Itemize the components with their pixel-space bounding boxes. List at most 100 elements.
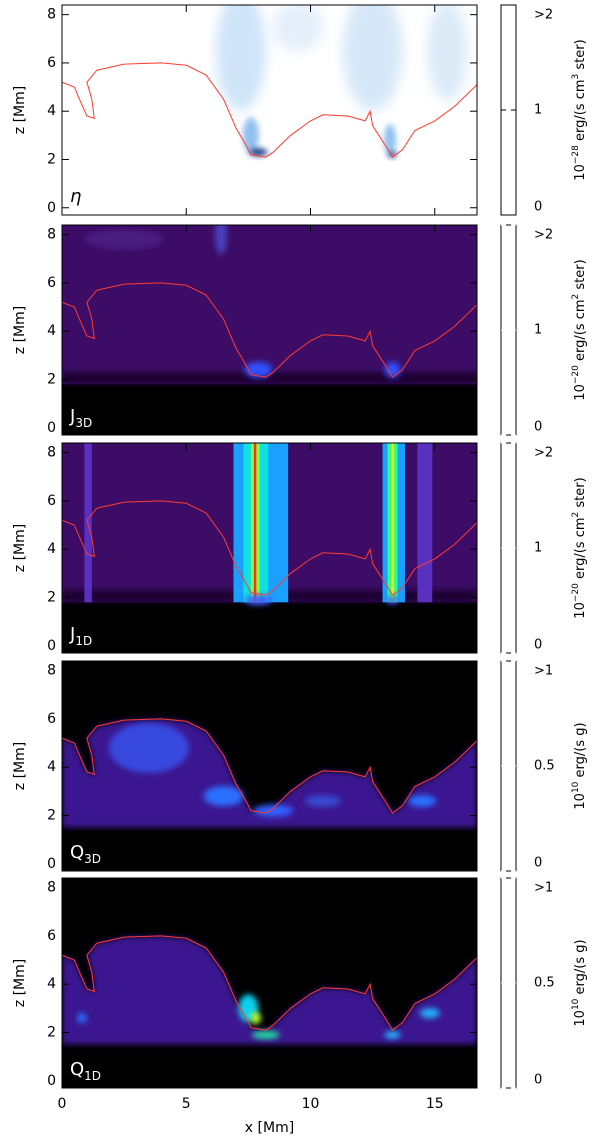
contour-line bbox=[62, 935, 477, 1031]
haze bbox=[273, 5, 324, 52]
colorbar-tick-label: >2 bbox=[534, 228, 553, 243]
glow bbox=[244, 361, 273, 378]
y-axis-label: z [Mm] bbox=[12, 306, 28, 354]
y-tick-label: 6 bbox=[47, 928, 56, 944]
x-tick-label: 5 bbox=[182, 1096, 191, 1112]
panel-label: J3D bbox=[69, 406, 92, 430]
y-tick-label: 8 bbox=[47, 7, 56, 23]
heatmap-image bbox=[62, 443, 477, 653]
heatmap-image bbox=[62, 225, 477, 435]
column bbox=[391, 443, 394, 603]
colorbar-label: 10−20 erg/(s cm2 ster) bbox=[571, 259, 588, 400]
colorbar-tick-label: 0 bbox=[534, 420, 542, 435]
x-tick-label: 10 bbox=[302, 1096, 320, 1112]
colorbar-tick-label: >1 bbox=[534, 664, 553, 679]
haze bbox=[215, 5, 266, 111]
dark-gradient bbox=[62, 372, 477, 385]
y-tick-label: 2 bbox=[47, 589, 56, 605]
contour-line bbox=[62, 62, 477, 158]
colorbar-label-text: erg/(s cm bbox=[573, 517, 588, 583]
colorbar-tick-label: >2 bbox=[534, 446, 553, 461]
y-tick-label: 6 bbox=[47, 711, 56, 727]
panel-label: Q1D bbox=[70, 1059, 101, 1083]
colorbar-tick-label: 0 bbox=[534, 638, 542, 653]
glow bbox=[253, 804, 294, 817]
colorbar-tick-label: 1 bbox=[534, 541, 542, 556]
colorbar-label: 10−20 erg/(s cm2 ster) bbox=[571, 477, 588, 618]
y-tick-label: 6 bbox=[47, 55, 56, 71]
heated-region bbox=[62, 935, 477, 1045]
y-tick-label: 0 bbox=[47, 420, 56, 436]
y-axis-label: z [Mm] bbox=[12, 742, 28, 790]
glow bbox=[419, 1008, 440, 1019]
glow bbox=[408, 795, 437, 807]
y-tick-label: 4 bbox=[47, 323, 56, 339]
y-tick-label: 6 bbox=[47, 493, 56, 509]
y-tick-label: 0 bbox=[47, 856, 56, 872]
colorbar-label-text: ster) bbox=[573, 39, 588, 73]
contour-line bbox=[62, 282, 477, 378]
colorbar-label-text: 10 bbox=[573, 602, 588, 619]
y-tick-label: 2 bbox=[47, 1024, 56, 1040]
glow bbox=[215, 225, 228, 255]
colorbar-label: 1010 erg/(s g) bbox=[571, 939, 588, 1026]
dark-layer bbox=[62, 1051, 477, 1088]
heatmap-image bbox=[62, 5, 477, 215]
y-tick-label: 2 bbox=[47, 151, 56, 167]
panel: 0 2 4 6 8 z [Mm] Q3D 0 0.5 >1 1010 erg/(s g) bbox=[12, 660, 588, 872]
colorbar-tick-label: >2 bbox=[534, 8, 553, 23]
y-tick-label: 6 bbox=[47, 275, 56, 291]
y-tick-label: 0 bbox=[47, 200, 56, 216]
colorbar-label-text: 10 bbox=[573, 164, 588, 181]
panel-label-main: J bbox=[69, 406, 75, 427]
colorbar-label-exponent: −28 bbox=[571, 145, 581, 164]
panel-label: η bbox=[70, 186, 81, 207]
x-tick-label: 15 bbox=[426, 1096, 444, 1112]
y-tick-label: 4 bbox=[47, 759, 56, 775]
y-tick-label: 2 bbox=[47, 371, 56, 387]
heatmap-image bbox=[62, 661, 477, 871]
contour-line bbox=[62, 718, 477, 814]
glow bbox=[384, 1030, 401, 1039]
glow bbox=[384, 361, 401, 378]
panel-label-sub: 3D bbox=[84, 852, 101, 866]
colorbar-tick-label: 0.5 bbox=[534, 759, 555, 774]
y-axis-label: z [Mm] bbox=[12, 86, 28, 134]
plot-frame bbox=[61, 442, 478, 654]
y-axis-label: z [Mm] bbox=[12, 959, 28, 1007]
dark-layer bbox=[62, 602, 477, 653]
y-tick-label: 8 bbox=[47, 880, 56, 896]
colorbar-label-exponent: −20 bbox=[571, 365, 581, 384]
colorbar-label-text: erg/(s cm bbox=[573, 79, 588, 145]
colorbar-label-text: erg/(s g) bbox=[573, 939, 588, 998]
glow bbox=[386, 595, 399, 604]
y-tick-label: 2 bbox=[47, 807, 56, 823]
haze bbox=[242, 117, 259, 154]
y-tick-label: 4 bbox=[47, 541, 56, 557]
colorbar-label-exponent: −20 bbox=[571, 583, 581, 602]
colorbar-label-text: 10 bbox=[573, 384, 588, 401]
glow bbox=[304, 795, 341, 807]
glow bbox=[250, 1012, 261, 1024]
y-tick-label: 8 bbox=[47, 663, 56, 679]
colorbar-label-text: erg/(s g) bbox=[573, 722, 588, 781]
plot-frame bbox=[61, 660, 478, 872]
colorbar-tick-label: 0 bbox=[534, 200, 542, 215]
column bbox=[417, 443, 433, 603]
colorbar-label-text: 10 bbox=[573, 793, 588, 810]
panel-label-sub: 1D bbox=[84, 1069, 101, 1083]
x-tick-label: 0 bbox=[58, 1096, 67, 1112]
glow bbox=[84, 229, 165, 250]
dark-layer bbox=[62, 834, 477, 871]
glow bbox=[76, 1013, 87, 1023]
contour-line bbox=[62, 500, 477, 596]
haze bbox=[384, 124, 397, 157]
dark-layer bbox=[62, 384, 477, 435]
heatmap-image bbox=[62, 878, 477, 1088]
colorbar-label-exponent: 3 bbox=[571, 74, 581, 80]
plot-frame bbox=[61, 224, 478, 436]
y-tick-label: 0 bbox=[47, 1073, 56, 1089]
